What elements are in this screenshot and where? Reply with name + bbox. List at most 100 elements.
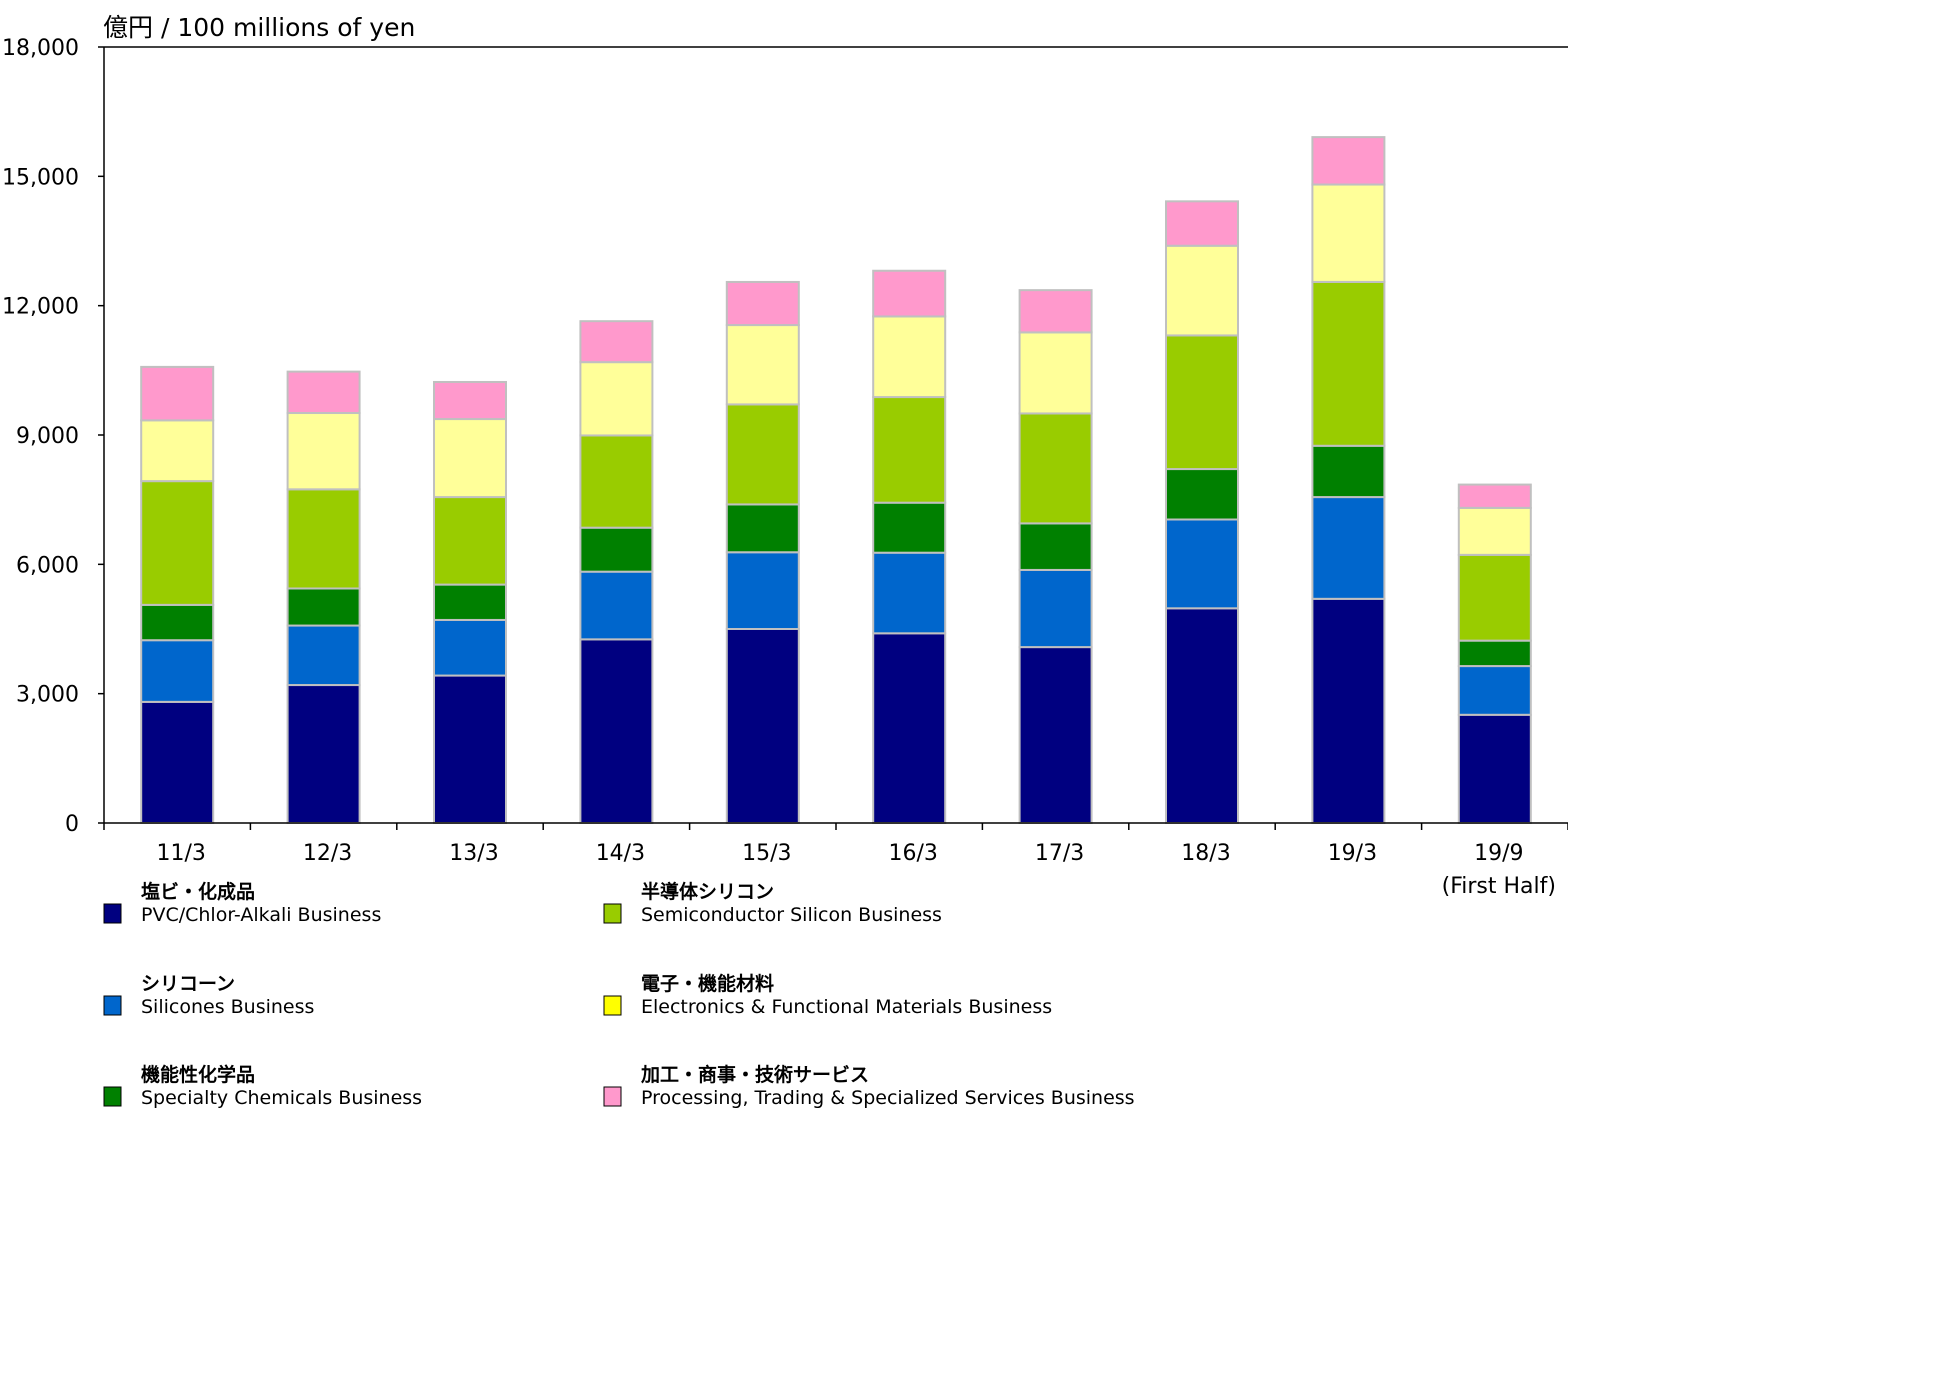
bar-segment-1-4: [580, 639, 652, 823]
legend-label-ja-4: 半導体シリコン: [641, 880, 774, 903]
chart-container: 億円 / 100 millions of yen 0 3,000 6,000 9,00…: [0, 0, 1568, 1111]
x-tick-label: 17/3: [1035, 841, 1084, 866]
bar-segment-6-4: [580, 321, 652, 362]
bar-segment-1-8: [1166, 608, 1238, 823]
bar-segment-3-1: [141, 605, 213, 640]
legend-swatch-2: [104, 996, 121, 1015]
legend-label-en-6: Processing, Trading & Specialized Servic…: [641, 1087, 1135, 1109]
bar-segment-3-10: [1459, 641, 1531, 666]
bar-segment-5-1: [141, 420, 213, 481]
bar-segment-6-9: [1312, 137, 1384, 184]
bar-segment-5-7: [1020, 332, 1092, 413]
bar-segment-4-2: [288, 489, 360, 588]
x-tick-label: 11/3: [156, 841, 205, 866]
bar-segment-2-6: [873, 553, 945, 634]
bar-segment-3-5: [727, 504, 799, 552]
bar-segment-2-5: [727, 552, 799, 629]
bar-segment-4-7: [1020, 413, 1092, 523]
bar-segment-5-3: [434, 419, 506, 497]
legend-label-en-2: Silicones Business: [141, 996, 314, 1018]
legend-label-ja-6: 加工・商事・技術サービス: [640, 1063, 869, 1086]
bar-segment-4-6: [873, 397, 945, 503]
y-tick-label: 3,000: [16, 683, 79, 708]
bar-segment-1-5: [727, 629, 799, 823]
bar-segment-6-1: [141, 367, 213, 420]
stacked-bar-chart: 億円 / 100 millions of yen 0 3,000 6,000 9,00…: [0, 0, 1568, 1111]
bar-segment-5-10: [1459, 508, 1531, 555]
y-tick-label: 0: [65, 812, 79, 837]
bar-segment-4-8: [1166, 335, 1238, 469]
bar-segment-3-7: [1020, 523, 1092, 570]
bar-segment-5-2: [288, 413, 360, 489]
legend-label-en-1: PVC/Chlor-Alkali Business: [141, 904, 381, 926]
bar-segment-4-4: [580, 435, 652, 527]
x-tick-sublabel: (First Half): [1442, 874, 1556, 899]
legend-label-ja-1: 塩ビ・化成品: [141, 880, 255, 903]
x-tick-label: 14/3: [596, 841, 645, 866]
bars-layer: [141, 137, 1531, 823]
bar-segment-1-3: [434, 676, 506, 823]
legend-swatch-4: [604, 904, 621, 923]
y-tick-label: 6,000: [16, 553, 79, 578]
bar-segment-6-8: [1166, 201, 1238, 245]
bar-segment-6-7: [1020, 290, 1092, 332]
bar-segment-3-6: [873, 503, 945, 553]
bar-segment-4-3: [434, 497, 506, 585]
bar-segment-2-7: [1020, 570, 1092, 647]
y-tick-label: 18,000: [2, 36, 79, 61]
bar-segment-4-10: [1459, 555, 1531, 641]
bar-segment-2-4: [580, 572, 652, 640]
bar-segment-3-3: [434, 585, 506, 620]
legend-label-en-4: Semiconductor Silicon Business: [641, 904, 942, 926]
legend-label-ja-5: 電子・機能材料: [641, 972, 774, 995]
bar-segment-5-9: [1312, 185, 1384, 282]
legend-swatch-1: [104, 904, 121, 923]
bar-segment-5-5: [727, 325, 799, 404]
bar-segment-1-6: [873, 633, 945, 823]
bar-segment-5-4: [580, 362, 652, 435]
x-tick-label: 12/3: [303, 841, 352, 866]
bar-segment-1-9: [1312, 599, 1384, 823]
bar-segment-4-5: [727, 404, 799, 504]
x-tick-label: 13/3: [449, 841, 498, 866]
bar-segment-1-10: [1459, 715, 1531, 823]
bar-segment-6-2: [288, 372, 360, 413]
bar-segment-3-2: [288, 588, 360, 625]
bar-segment-2-3: [434, 620, 506, 676]
legend-label-en-3: Specialty Chemicals Business: [141, 1087, 422, 1109]
x-tick-label: 19/9: [1474, 841, 1523, 866]
bar-segment-4-9: [1312, 282, 1384, 446]
legend-swatch-6: [604, 1087, 621, 1106]
legend-label-en-5: Electronics & Functional Materials Busin…: [641, 996, 1052, 1018]
y-tick-label: 9,000: [16, 424, 79, 449]
legend-label-ja-2: シリコーン: [141, 973, 235, 995]
bar-segment-1-7: [1020, 647, 1092, 823]
x-tick-label: 19/3: [1328, 841, 1377, 866]
bar-segment-2-8: [1166, 519, 1238, 608]
x-tick-label: 18/3: [1181, 841, 1230, 866]
bar-segment-3-4: [580, 528, 652, 572]
bar-segment-2-2: [288, 626, 360, 685]
x-tick-label: 15/3: [742, 841, 791, 866]
bar-segment-6-5: [727, 282, 799, 325]
bar-segment-5-6: [873, 316, 945, 397]
bar-segment-4-1: [141, 481, 213, 605]
bar-segment-1-1: [141, 702, 213, 823]
bar-segment-1-2: [288, 685, 360, 823]
bar-segment-2-9: [1312, 497, 1384, 599]
unit-label: 億円 / 100 millions of yen: [103, 13, 415, 42]
bar-segment-6-6: [873, 271, 945, 317]
legend-label-ja-3: 機能性化学品: [141, 1063, 255, 1086]
bar-segment-2-1: [141, 640, 213, 702]
y-tick-label: 12,000: [2, 295, 79, 320]
legend-swatch-3: [104, 1087, 121, 1106]
bar-segment-2-10: [1459, 666, 1531, 715]
legend-swatch-5: [604, 996, 621, 1015]
x-tick-label: 16/3: [888, 841, 937, 866]
bar-segment-3-9: [1312, 446, 1384, 497]
bar-segment-6-3: [434, 382, 506, 419]
bar-segment-3-8: [1166, 469, 1238, 519]
bar-segment-6-10: [1459, 485, 1531, 508]
bar-segment-5-8: [1166, 246, 1238, 336]
